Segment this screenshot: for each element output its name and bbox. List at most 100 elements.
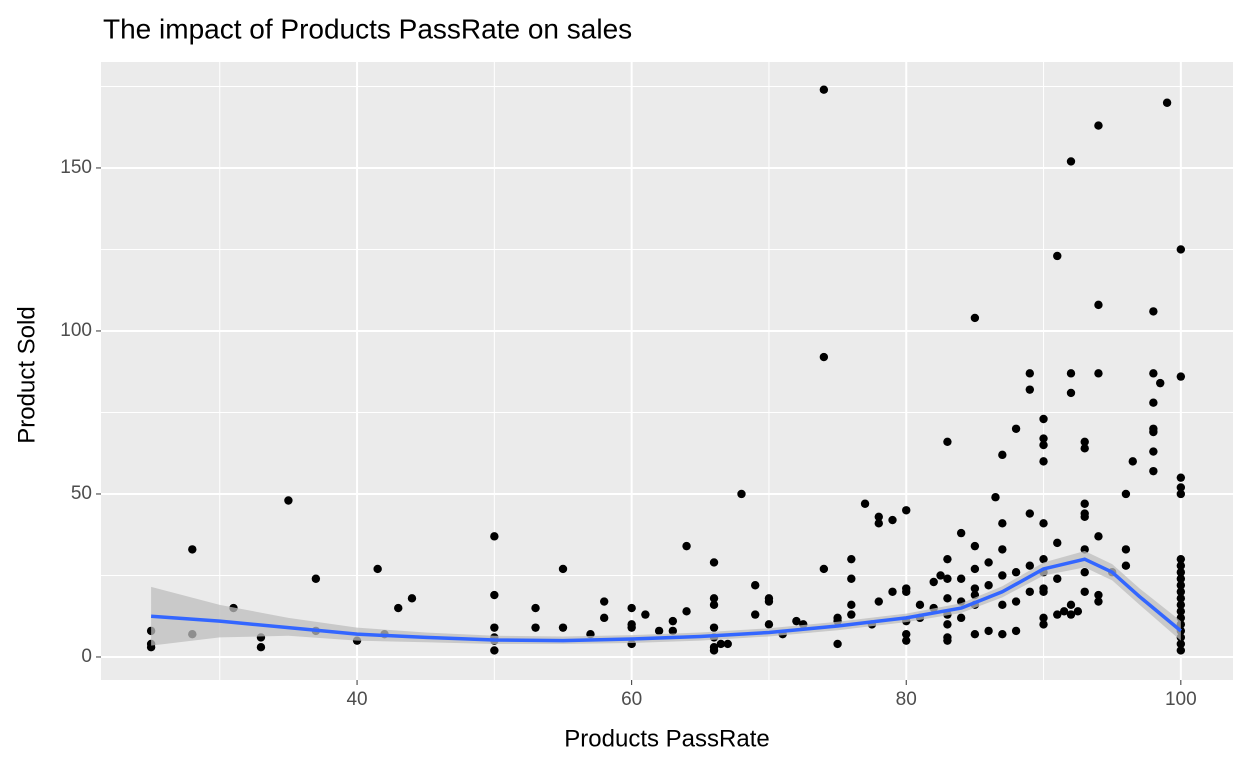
point <box>599 613 609 623</box>
point <box>531 603 540 613</box>
point <box>654 626 664 636</box>
point <box>1149 424 1158 433</box>
point <box>1080 509 1089 518</box>
point <box>792 616 801 626</box>
point <box>943 633 952 642</box>
point <box>1080 437 1089 447</box>
point <box>991 493 1000 502</box>
point <box>1053 610 1062 619</box>
point <box>956 574 966 583</box>
point <box>627 603 636 613</box>
point <box>1094 369 1103 378</box>
plot-panel <box>101 62 1233 680</box>
y-tick-label: 150 <box>60 157 92 178</box>
point <box>1053 538 1062 548</box>
point <box>956 528 966 538</box>
point <box>1080 499 1089 508</box>
point <box>819 352 829 362</box>
point <box>984 581 993 590</box>
point <box>1176 600 1186 610</box>
point <box>490 623 499 632</box>
point <box>1066 610 1076 619</box>
point <box>311 574 321 583</box>
point <box>709 594 719 603</box>
point <box>668 616 678 626</box>
point <box>970 629 980 639</box>
point <box>1094 597 1103 606</box>
point <box>847 600 856 610</box>
point <box>531 623 540 632</box>
point <box>1059 607 1069 616</box>
point <box>1121 489 1131 499</box>
point <box>709 558 719 567</box>
point <box>847 554 856 564</box>
point <box>1053 251 1062 261</box>
x-tick-label: 100 <box>1165 689 1197 710</box>
point <box>819 85 829 94</box>
x-tick-label: 80 <box>896 689 917 710</box>
point <box>1011 626 1021 636</box>
point <box>998 545 1007 554</box>
point <box>1149 466 1158 476</box>
point <box>1080 568 1089 577</box>
y-axis-title: Product Sold <box>13 306 40 443</box>
point <box>888 587 897 596</box>
point <box>256 643 266 652</box>
point <box>1094 300 1103 310</box>
point <box>1149 447 1158 456</box>
point <box>1039 440 1048 450</box>
point <box>1176 607 1186 616</box>
point <box>1128 457 1137 466</box>
point <box>984 558 993 567</box>
point <box>902 584 911 593</box>
point <box>751 610 760 619</box>
point <box>558 564 568 574</box>
point <box>970 584 980 593</box>
point <box>490 532 499 541</box>
point <box>1039 434 1048 443</box>
point <box>1025 587 1035 596</box>
point <box>956 613 966 623</box>
point <box>902 629 911 639</box>
point <box>1039 620 1048 629</box>
point <box>284 496 293 505</box>
point <box>1011 568 1021 577</box>
point <box>1011 424 1021 433</box>
point <box>1094 121 1103 130</box>
point <box>709 600 719 610</box>
point <box>1176 245 1186 254</box>
point <box>998 600 1007 610</box>
point <box>682 607 691 616</box>
point <box>970 541 980 551</box>
point <box>970 313 980 323</box>
point <box>723 639 732 649</box>
point <box>407 594 417 603</box>
point <box>1176 473 1186 482</box>
point <box>1176 574 1186 583</box>
point <box>1066 388 1076 398</box>
point <box>1039 554 1048 564</box>
point <box>929 577 938 587</box>
y-tick-label: 0 <box>81 646 92 667</box>
point <box>627 620 636 629</box>
point <box>860 499 870 508</box>
point <box>943 574 952 583</box>
point <box>902 636 911 645</box>
point <box>394 603 403 613</box>
point <box>1073 607 1083 616</box>
point <box>984 626 993 636</box>
point <box>998 571 1007 580</box>
y-tick-label: 50 <box>71 483 92 504</box>
point <box>764 594 774 603</box>
point <box>819 564 829 574</box>
point <box>998 450 1007 460</box>
point <box>709 643 719 652</box>
point <box>943 554 952 564</box>
chart-title: The impact of Products PassRate on sales <box>103 13 632 44</box>
point <box>943 620 952 629</box>
point <box>1066 600 1076 610</box>
point <box>1176 489 1186 499</box>
point <box>1176 561 1186 570</box>
point <box>1121 545 1131 554</box>
point <box>936 571 945 580</box>
